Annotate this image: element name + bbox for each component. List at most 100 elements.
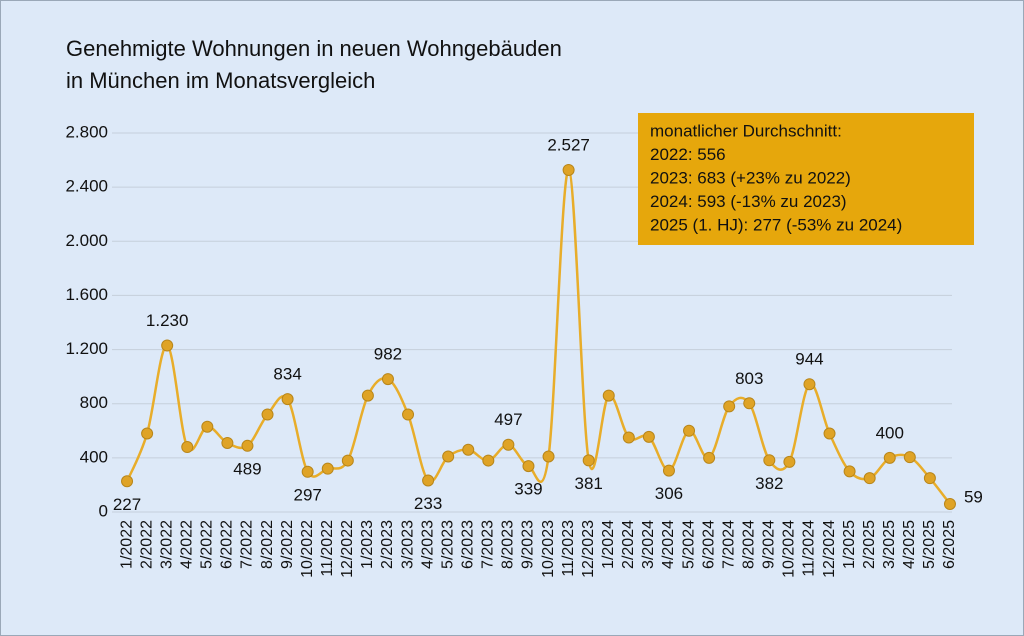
x-tick-label: 4/2025 bbox=[901, 520, 918, 569]
x-tick-label: 12/2022 bbox=[339, 520, 356, 578]
data-label: 339 bbox=[514, 480, 542, 499]
marker bbox=[482, 454, 495, 467]
x-tick-label: 1/2024 bbox=[600, 520, 617, 569]
x-tick-label: 8/2023 bbox=[500, 520, 517, 569]
data-label: 381 bbox=[574, 474, 602, 493]
marker bbox=[743, 397, 756, 410]
marker bbox=[301, 465, 314, 478]
data-label: 803 bbox=[735, 369, 763, 388]
x-tick-label: 7/2022 bbox=[239, 520, 256, 569]
x-tick-label: 10/2024 bbox=[781, 520, 798, 578]
marker bbox=[121, 475, 134, 488]
x-tick-label: 5/2025 bbox=[921, 520, 938, 569]
marker bbox=[562, 163, 575, 176]
x-tick-label: 5/2024 bbox=[680, 520, 697, 569]
marker bbox=[442, 450, 455, 463]
marker bbox=[943, 498, 956, 511]
x-tick-label: 8/2024 bbox=[740, 520, 757, 569]
x-tick-label: 2/2022 bbox=[138, 520, 155, 569]
x-tick-label: 12/2023 bbox=[580, 520, 597, 578]
marker bbox=[863, 472, 876, 485]
chart-title: in München im Monatsvergleich bbox=[66, 68, 375, 93]
x-tick-label: 11/2024 bbox=[801, 520, 818, 577]
marker bbox=[502, 438, 515, 451]
marker bbox=[582, 454, 595, 467]
x-tick-label: 6/2022 bbox=[219, 520, 236, 569]
annotation-text: 2025 (1. HJ): 277 (-53% zu 2024) bbox=[650, 215, 902, 234]
x-tick-label: 11/2022 bbox=[319, 520, 336, 577]
data-label: 306 bbox=[655, 484, 683, 503]
x-tick-label: 7/2023 bbox=[480, 520, 497, 569]
marker bbox=[923, 472, 936, 485]
y-tick-label: 800 bbox=[80, 393, 108, 412]
marker bbox=[903, 451, 916, 464]
data-label: 233 bbox=[414, 494, 442, 513]
x-tick-label: 3/2022 bbox=[158, 520, 175, 569]
marker bbox=[241, 439, 254, 452]
marker bbox=[803, 378, 816, 391]
marker bbox=[723, 400, 736, 413]
data-label: 834 bbox=[273, 365, 301, 384]
marker bbox=[141, 427, 154, 440]
y-tick-label: 1.600 bbox=[65, 285, 108, 304]
y-tick-label: 400 bbox=[80, 447, 108, 466]
data-label: 382 bbox=[755, 474, 783, 493]
x-tick-label: 10/2022 bbox=[299, 520, 316, 578]
x-tick-label: 1/2025 bbox=[841, 520, 858, 569]
x-tick-label: 4/2023 bbox=[419, 520, 436, 569]
marker bbox=[201, 420, 214, 433]
x-tick-label: 1/2022 bbox=[118, 520, 135, 569]
marker bbox=[843, 465, 856, 478]
data-label: 400 bbox=[876, 423, 904, 442]
marker bbox=[181, 441, 194, 454]
data-label: 59 bbox=[964, 487, 983, 506]
data-label: 227 bbox=[113, 495, 141, 514]
marker bbox=[683, 424, 696, 437]
x-tick-label: 7/2024 bbox=[720, 520, 737, 569]
marker bbox=[823, 427, 836, 440]
data-label: 297 bbox=[293, 485, 321, 504]
marker bbox=[542, 450, 555, 463]
x-tick-label: 3/2023 bbox=[399, 520, 416, 569]
y-tick-label: 2.400 bbox=[65, 177, 108, 196]
annotation-text: 2022: 556 bbox=[650, 145, 726, 164]
data-label: 944 bbox=[795, 350, 823, 369]
x-tick-label: 6/2024 bbox=[700, 520, 717, 569]
x-tick-label: 10/2023 bbox=[540, 520, 557, 578]
marker bbox=[522, 460, 535, 473]
marker bbox=[883, 451, 896, 464]
marker bbox=[221, 436, 234, 449]
x-tick-label: 2/2025 bbox=[861, 520, 878, 569]
chart-title: Genehmigte Wohnungen in neuen Wohngebäud… bbox=[66, 36, 562, 61]
x-tick-label: 2/2024 bbox=[620, 520, 637, 569]
x-tick-label: 5/2022 bbox=[199, 520, 216, 569]
marker bbox=[662, 464, 675, 477]
data-label: 497 bbox=[494, 410, 522, 429]
data-label: 1.230 bbox=[146, 311, 189, 330]
marker bbox=[281, 393, 294, 406]
annotation-text: 2024: 593 (-13% zu 2023) bbox=[650, 192, 847, 211]
marker bbox=[763, 454, 776, 467]
marker bbox=[703, 451, 716, 464]
marker bbox=[622, 431, 635, 444]
y-tick-label: 1.200 bbox=[65, 339, 108, 358]
marker bbox=[402, 408, 415, 421]
x-tick-label: 3/2025 bbox=[881, 520, 898, 569]
y-tick-label: 2.800 bbox=[65, 122, 108, 141]
annotation-text: 2023: 683 (+23% zu 2022) bbox=[650, 168, 851, 187]
x-tick-label: 9/2022 bbox=[279, 520, 296, 569]
x-tick-label: 12/2024 bbox=[821, 520, 838, 578]
x-tick-label: 1/2023 bbox=[359, 520, 376, 569]
x-tick-label: 5/2023 bbox=[439, 520, 456, 569]
data-label: 982 bbox=[374, 345, 402, 364]
x-tick-label: 4/2024 bbox=[660, 520, 677, 569]
marker bbox=[381, 373, 394, 386]
x-tick-label: 9/2023 bbox=[520, 520, 537, 569]
annotation-box bbox=[638, 113, 974, 245]
marker bbox=[642, 430, 655, 443]
marker bbox=[361, 389, 374, 402]
x-tick-label: 6/2025 bbox=[941, 520, 958, 569]
data-label: 2.527 bbox=[547, 135, 590, 154]
marker bbox=[422, 474, 435, 487]
